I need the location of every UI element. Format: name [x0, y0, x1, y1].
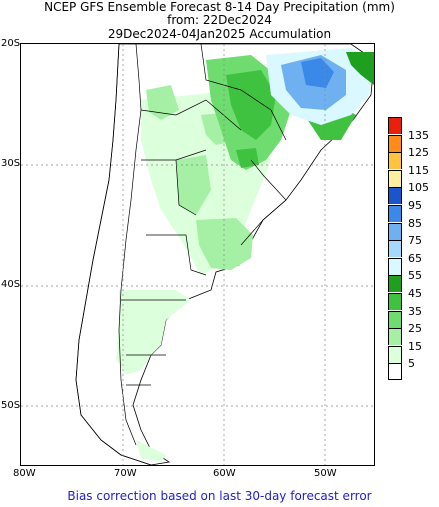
boundaries — [75, 44, 287, 465]
graticule — [21, 44, 374, 465]
legend-swatch — [388, 117, 402, 134]
lat-label-20s: 20S — [1, 38, 21, 49]
bias-correction-note: Bias correction based on last 30-day for… — [67, 489, 372, 503]
legend-level-label: 85 — [408, 216, 422, 230]
legend-level-label: 75 — [408, 234, 422, 248]
lon-label-80w: 80W — [13, 468, 36, 479]
legend-level-label: 25 — [408, 322, 422, 336]
precip-15-25 — [146, 85, 253, 270]
legend-level-label: 105 — [408, 181, 429, 195]
precip-65-85 — [281, 55, 346, 110]
legend-level-label: 55 — [408, 269, 422, 283]
legend-level-label: 135 — [408, 128, 429, 142]
legend-level-label: 95 — [408, 199, 422, 212]
legend-swatch — [388, 134, 402, 152]
legend-level-label: 35 — [408, 304, 422, 318]
legend-swatch — [388, 205, 402, 222]
lat-label-50s: 50S — [1, 400, 21, 411]
precip-35-45-coast — [346, 52, 374, 85]
legend-level-label: 45 — [408, 287, 422, 300]
legend-swatch — [388, 345, 402, 363]
lat-label-30s: 30S — [1, 158, 21, 169]
legend-level-label: 115 — [408, 163, 429, 177]
legend-level-label: 125 — [408, 146, 429, 160]
legend-swatch — [388, 257, 402, 275]
legend-level-label: 65 — [408, 251, 422, 265]
legend-swatch — [388, 187, 402, 205]
legend-swatch — [388, 363, 402, 381]
legend-level-label: 15 — [408, 339, 422, 353]
legend-swatch — [388, 169, 402, 187]
forecast-date: from: 22Dec2024 — [167, 13, 272, 27]
accumulation-period: 29Dec2024-04Jan2025 Accumulation — [107, 27, 332, 41]
legend-swatch — [388, 240, 402, 258]
chart-title: NCEP GFS Ensemble Forecast 8-14 Day Prec… — [44, 0, 395, 14]
legend-swatch — [388, 293, 402, 310]
legend-swatch — [388, 310, 402, 328]
legend-level-label: 5 — [408, 357, 415, 371]
lat-label-40s: 40S — [1, 279, 21, 290]
precipitation-map — [20, 43, 375, 466]
lon-label-50w: 50W — [314, 468, 337, 479]
legend-swatch — [388, 222, 402, 240]
legend-swatch — [388, 275, 402, 293]
lon-label-70w: 70W — [114, 468, 137, 479]
legend-swatch — [388, 152, 402, 170]
lon-label-60w: 60W — [213, 468, 236, 479]
legend-swatch — [388, 328, 402, 346]
